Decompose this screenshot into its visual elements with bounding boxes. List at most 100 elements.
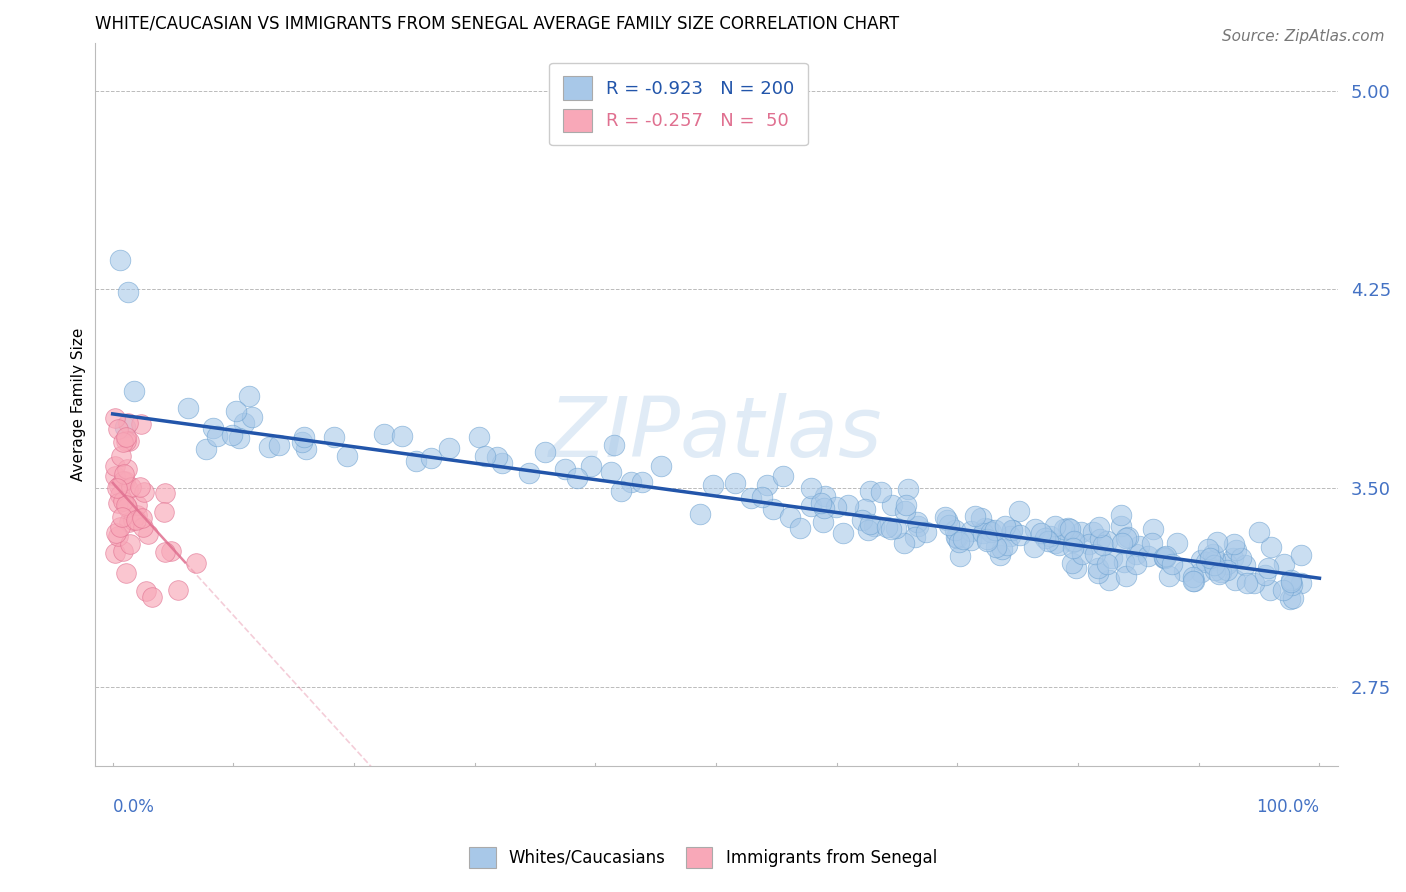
Point (689, 507, 711, 521)
Point (1087, 566, 1109, 580)
Point (936, 513, 959, 527)
Point (1281, 578, 1303, 592)
Point (1195, 555, 1218, 569)
Point (554, 462, 576, 476)
Point (1254, 568, 1277, 582)
Point (1166, 536, 1188, 550)
Point (238, 389, 260, 403)
Point (110, 449, 132, 463)
Point (1189, 566, 1212, 580)
Point (994, 518, 1017, 533)
Point (108, 488, 131, 502)
Point (107, 421, 129, 435)
Point (118, 515, 141, 529)
Point (1182, 574, 1205, 588)
Point (1216, 557, 1239, 571)
Point (517, 467, 540, 481)
Point (1043, 519, 1066, 533)
Point (1199, 550, 1222, 565)
Point (960, 533, 983, 547)
Point (104, 469, 127, 483)
Point (439, 441, 461, 455)
Point (1142, 522, 1164, 536)
Point (948, 549, 970, 563)
Point (104, 526, 127, 541)
Point (1109, 508, 1132, 523)
Point (859, 484, 882, 499)
Point (1182, 574, 1205, 588)
Point (127, 508, 149, 523)
Point (104, 458, 127, 473)
Point (117, 500, 139, 515)
Point (1125, 547, 1147, 561)
Point (904, 530, 927, 544)
Point (907, 519, 929, 533)
Point (134, 484, 156, 499)
Point (740, 491, 762, 505)
Point (1204, 553, 1226, 567)
Point (1059, 522, 1081, 536)
Point (391, 429, 413, 443)
Point (107, 529, 129, 543)
Point (1097, 557, 1119, 571)
Point (111, 474, 134, 488)
Point (1088, 520, 1111, 534)
Point (336, 450, 359, 464)
Point (105, 481, 128, 495)
Point (129, 479, 152, 493)
Point (995, 537, 1018, 551)
Point (1081, 525, 1104, 540)
Point (129, 417, 152, 431)
Point (952, 532, 974, 546)
Point (938, 518, 960, 533)
Point (1181, 570, 1204, 584)
Point (976, 533, 998, 547)
Point (896, 498, 918, 512)
Point (291, 435, 314, 450)
Point (851, 512, 873, 526)
Point (114, 566, 136, 580)
Point (814, 489, 837, 503)
Point (853, 502, 876, 516)
Point (1092, 537, 1115, 551)
Point (1223, 536, 1246, 550)
Point (1047, 538, 1070, 552)
Point (1216, 563, 1239, 577)
Point (915, 524, 938, 539)
Point (751, 491, 773, 505)
Point (620, 475, 643, 489)
Point (1202, 547, 1225, 561)
Point (136, 527, 159, 541)
Point (135, 583, 157, 598)
Point (702, 478, 724, 492)
Point (108, 520, 131, 534)
Point (107, 496, 129, 510)
Point (884, 521, 907, 535)
Point (1208, 566, 1230, 581)
Point (114, 475, 136, 489)
Point (600, 466, 623, 480)
Point (1111, 535, 1133, 549)
Point (1257, 561, 1279, 575)
Point (1084, 548, 1107, 562)
Point (159, 543, 181, 558)
Point (111, 435, 134, 450)
Point (118, 536, 141, 550)
Point (1008, 504, 1031, 518)
Point (221, 428, 243, 442)
Point (1272, 582, 1295, 597)
Point (153, 505, 176, 519)
Point (1223, 573, 1246, 587)
Point (420, 450, 443, 465)
Point (373, 426, 395, 441)
Point (1001, 523, 1024, 537)
Point (117, 483, 139, 497)
Point (880, 498, 903, 512)
Point (153, 545, 176, 559)
Point (1153, 549, 1175, 564)
Point (810, 496, 832, 510)
Point (610, 483, 633, 498)
Point (905, 515, 928, 529)
Point (1109, 519, 1132, 533)
Point (800, 499, 823, 513)
